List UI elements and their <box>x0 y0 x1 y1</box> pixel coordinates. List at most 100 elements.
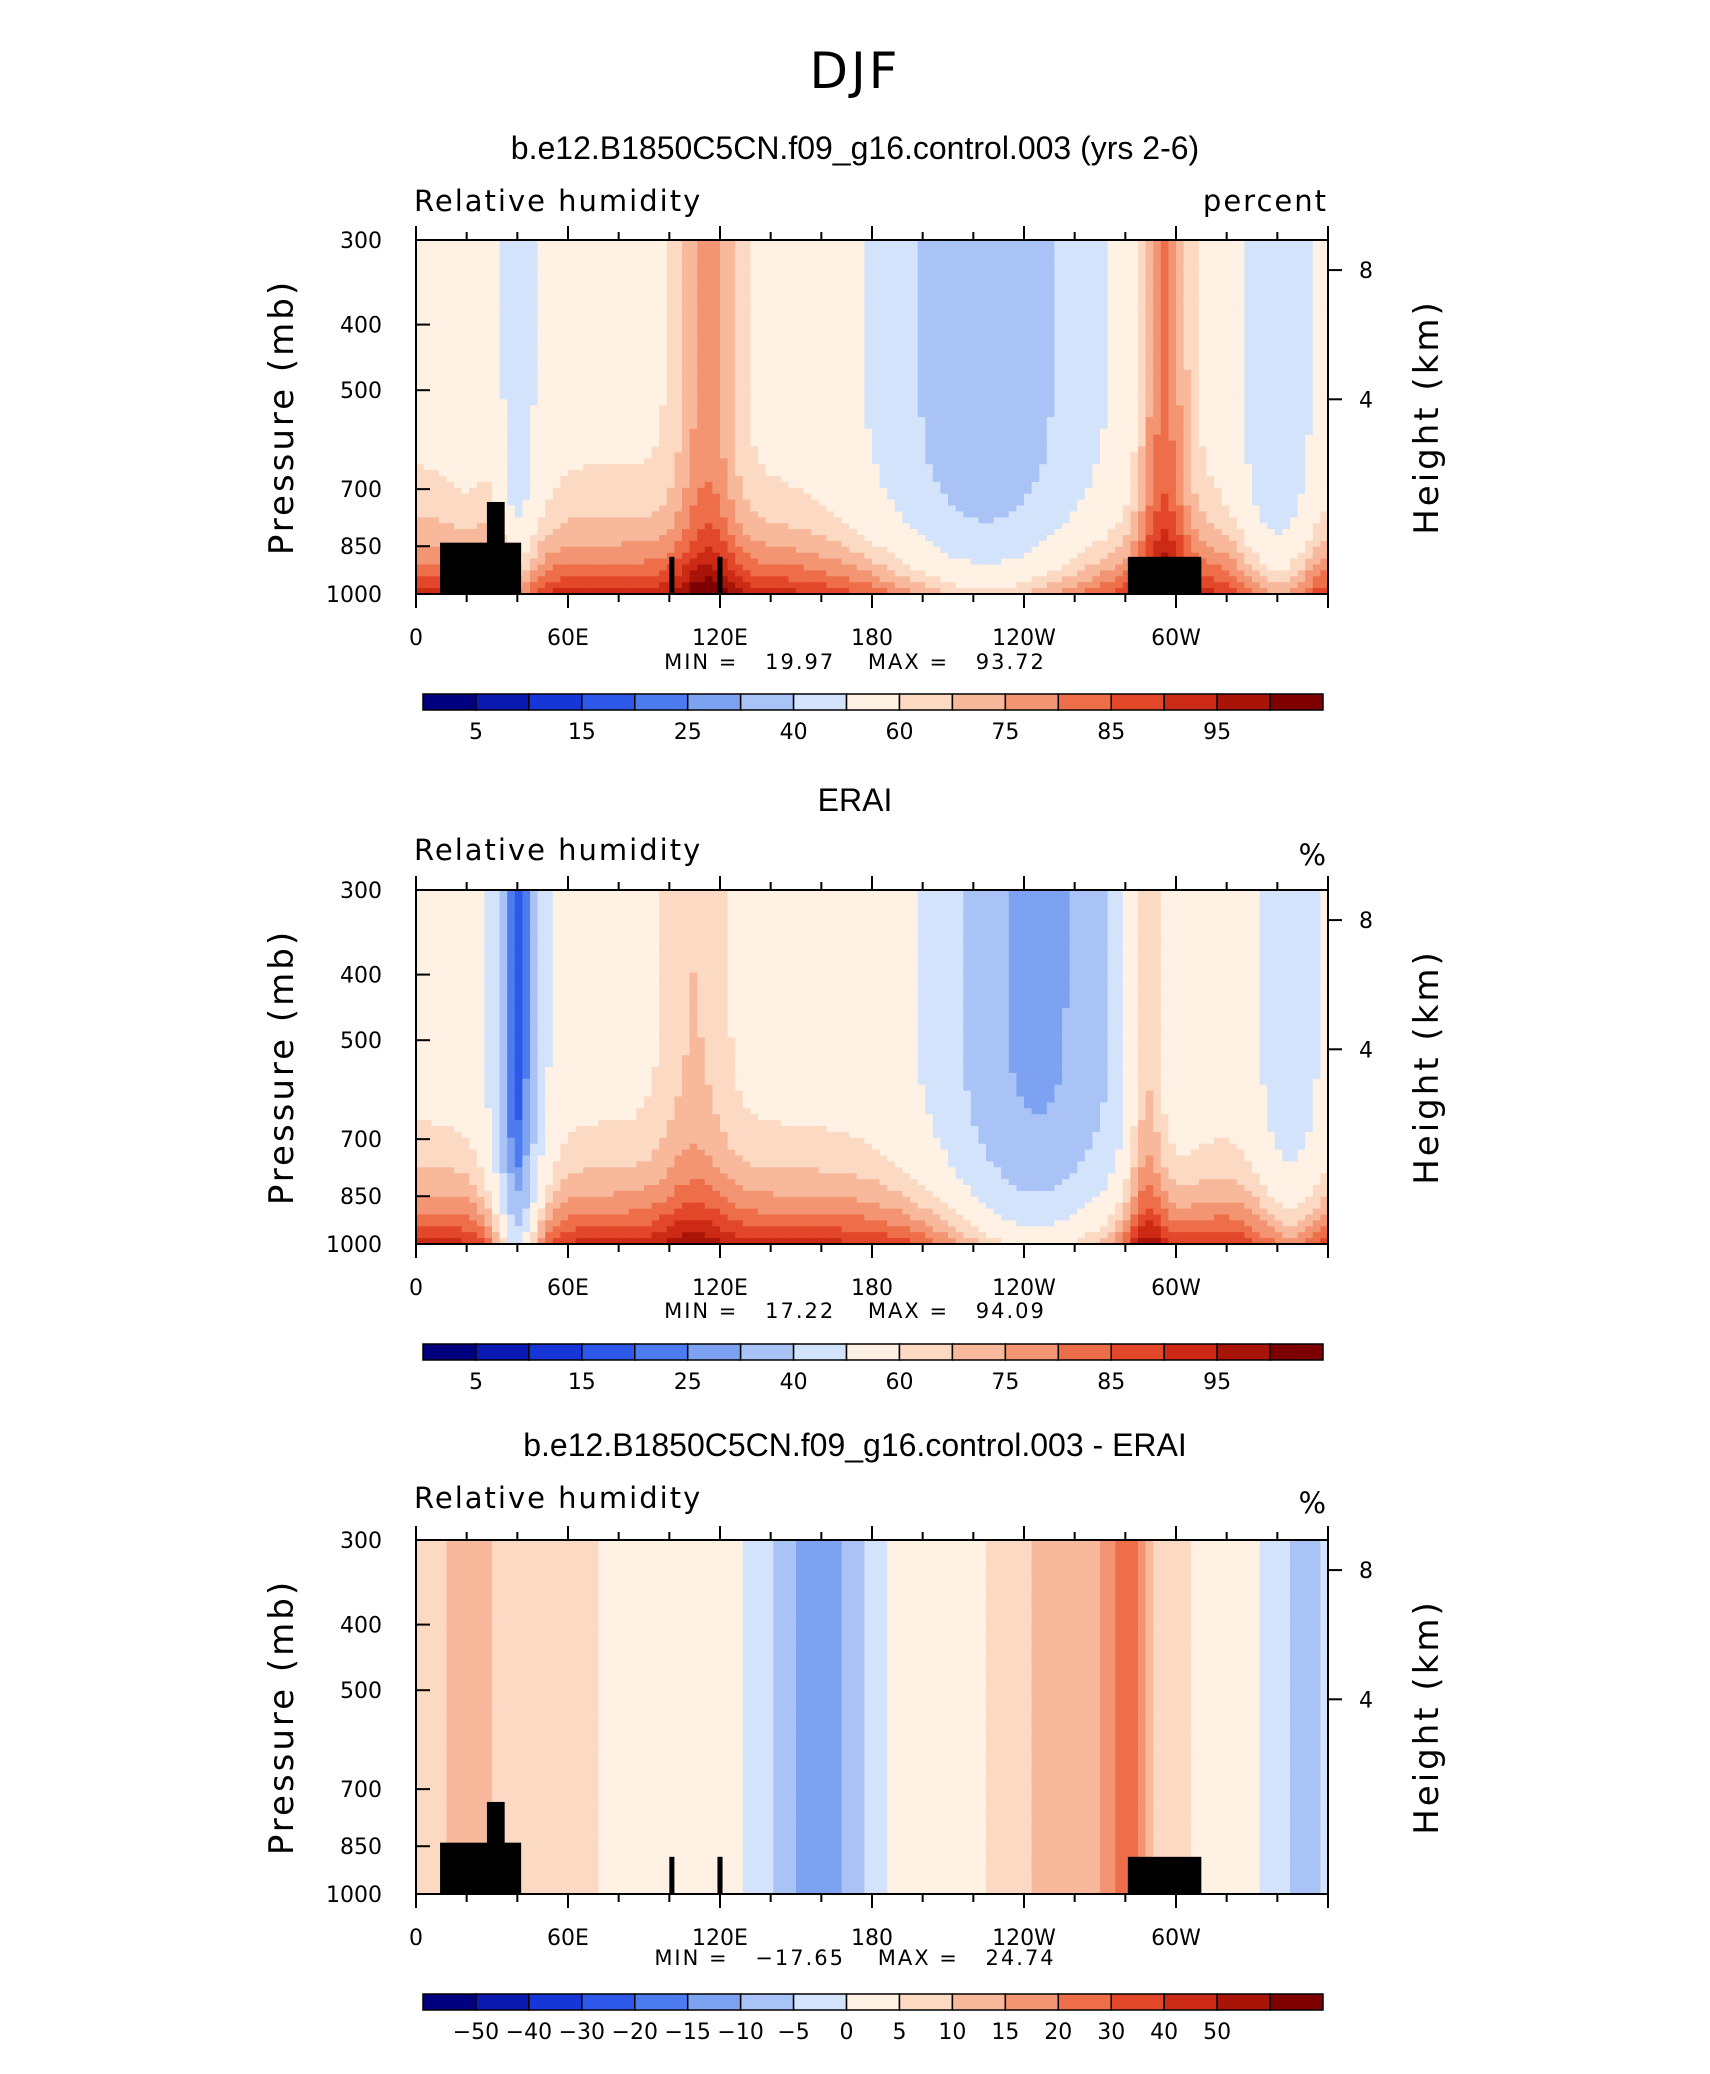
contour-cell <box>1054 405 1063 412</box>
contour-cell <box>621 263 630 271</box>
contour-cell <box>423 452 432 459</box>
contour-cell <box>1168 358 1177 365</box>
contour-cell <box>1062 322 1071 330</box>
contour-cell <box>1008 263 1017 271</box>
contour-cell <box>1016 452 1025 459</box>
contour-cell <box>1160 476 1169 483</box>
contour-cell <box>917 470 926 477</box>
contour-cell <box>1001 470 1010 477</box>
contour-cell <box>674 452 683 459</box>
contour-cell <box>796 464 805 471</box>
contour-cell <box>940 316 949 324</box>
contour-cell <box>1001 440 1010 448</box>
contour-cell <box>416 369 425 377</box>
contour-cell <box>955 299 964 306</box>
contour-cell <box>1130 434 1139 442</box>
contour-cell <box>1168 428 1177 436</box>
contour-cell <box>986 381 995 389</box>
contour-cell <box>940 440 949 448</box>
contour-cell <box>583 399 592 406</box>
contour-cell <box>628 428 637 436</box>
contour-cell <box>712 440 721 448</box>
contour-cell <box>1191 363 1200 371</box>
contour-cell <box>1016 399 1025 406</box>
contour-cell <box>704 328 713 335</box>
contour-cell <box>1168 299 1177 306</box>
contour-cell <box>917 287 926 294</box>
contour-cell <box>1168 411 1177 418</box>
contour-cell <box>1312 440 1321 448</box>
contour-cell <box>1153 381 1162 389</box>
contour-cell <box>461 440 470 448</box>
contour-cell <box>1046 304 1055 312</box>
contour-cell <box>902 304 911 312</box>
contour-cell <box>590 405 599 412</box>
contour-cell <box>454 340 463 347</box>
contour-cell <box>948 375 957 383</box>
contour-cell <box>545 405 554 412</box>
contour-cell <box>1282 393 1291 400</box>
contour-cell <box>636 269 645 276</box>
contour-cell <box>872 369 881 377</box>
contour-cell <box>1160 269 1169 276</box>
contour-cell <box>1176 428 1185 436</box>
contour-cell <box>560 257 569 265</box>
contour-cell <box>750 452 759 459</box>
contour-cell <box>811 369 820 377</box>
contour-cell <box>1153 299 1162 306</box>
contour-cell <box>1274 458 1283 465</box>
contour-cell <box>1305 428 1314 436</box>
contour-cell <box>841 393 850 400</box>
contour-cell <box>514 381 523 389</box>
contour-cell <box>1100 334 1109 341</box>
contour-cell <box>1236 316 1245 324</box>
contour-cell <box>894 334 903 341</box>
contour-cell <box>621 299 630 306</box>
contour-cell <box>598 257 607 265</box>
contour-cell <box>1198 346 1207 353</box>
contour-cell <box>917 358 926 365</box>
contour-cell <box>606 405 615 412</box>
contour-cell <box>621 293 630 300</box>
contour-cell <box>1191 322 1200 330</box>
contour-cell <box>666 405 675 412</box>
contour-cell <box>484 417 493 424</box>
contour-cell <box>841 369 850 377</box>
contour-cell <box>978 458 987 465</box>
contour-cell <box>1252 293 1261 300</box>
contour-cell <box>1214 322 1223 330</box>
contour-cell <box>583 458 592 465</box>
contour-cell <box>902 334 911 341</box>
contour-cell <box>644 363 653 371</box>
contour-cell <box>1122 281 1131 288</box>
contour-cell <box>1206 299 1215 306</box>
contour-cell <box>1198 363 1207 371</box>
contour-cell <box>879 464 888 471</box>
contour-cell <box>1122 257 1131 265</box>
contour-cell <box>476 464 485 471</box>
contour-cell <box>803 369 812 377</box>
contour-cell <box>644 287 653 294</box>
contour-cell <box>978 358 987 365</box>
contour-cell <box>879 375 888 383</box>
contour-cell <box>590 334 599 341</box>
contour-cell <box>1062 240 1071 247</box>
contour-cell <box>606 428 615 436</box>
contour-cell <box>978 304 987 312</box>
contour-cell <box>879 269 888 276</box>
contour-cell <box>1069 375 1078 383</box>
contour-cell <box>1252 334 1261 341</box>
contour-cell <box>431 293 440 300</box>
contour-cell <box>894 452 903 459</box>
contour-cell <box>423 399 432 406</box>
contour-cell <box>1229 375 1238 383</box>
contour-cell <box>834 470 843 477</box>
contour-cell <box>803 316 812 324</box>
contour-cell <box>834 387 843 394</box>
contour-cell <box>1107 369 1116 377</box>
contour-cell <box>1153 440 1162 448</box>
contour-cell <box>1001 458 1010 465</box>
contour-cell <box>1062 281 1071 288</box>
contour-cell <box>834 299 843 306</box>
contour-cell <box>644 304 653 312</box>
